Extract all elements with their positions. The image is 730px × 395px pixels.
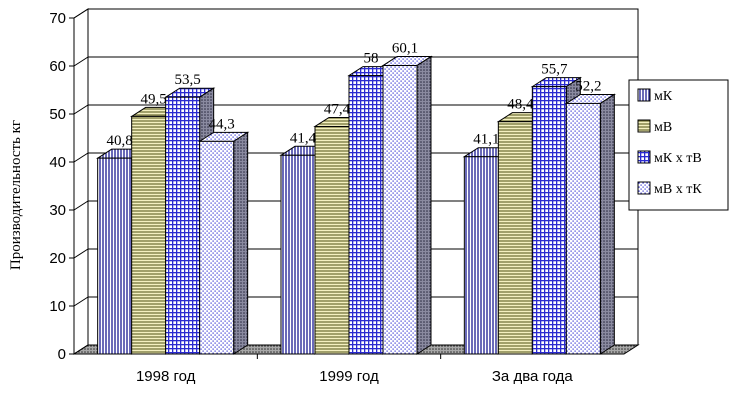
y-axis: 0 10 20 30 40 50 60 70 <box>49 10 75 363</box>
y-axis-title: Производительность кг <box>8 120 24 270</box>
data-label: 41,4 <box>290 130 317 146</box>
gridline-side <box>73 248 89 259</box>
data-label: 47,4 <box>324 101 351 117</box>
gridline-side <box>73 200 89 211</box>
y-tick-label: 70 <box>49 10 66 27</box>
category-label: За два года <box>492 368 574 385</box>
y-tick-label: 40 <box>49 154 66 171</box>
bar-front <box>348 75 384 355</box>
gridline-side <box>73 8 89 19</box>
legend-swatch <box>637 150 651 164</box>
legend-label: мВ <box>654 120 672 135</box>
y-tick-label: 30 <box>49 202 66 219</box>
bars-group <box>95 55 617 355</box>
bar-front <box>531 86 567 355</box>
legend-label: мВ х тК <box>654 182 702 197</box>
data-label: 53,5 <box>175 72 201 88</box>
bar-front <box>565 102 601 355</box>
legend-label: мК <box>654 89 673 104</box>
bar-front <box>382 65 418 355</box>
data-label: 52,2 <box>575 78 601 94</box>
gridline-side <box>73 344 89 355</box>
legend: мК мВ мК х тВ мВ х тК <box>628 79 729 211</box>
data-label: 49,5 <box>141 91 167 107</box>
y-tick-label: 10 <box>49 298 66 315</box>
data-label: 60,1 <box>392 41 418 57</box>
data-label: 40,8 <box>107 133 133 149</box>
data-labels: 40,8 49,5 53,5 44,3 41,4 47,4 58 60,1 41,1 48,4 55… <box>107 41 602 150</box>
bar-front <box>463 156 499 355</box>
data-label: 44,3 <box>209 116 235 132</box>
category-label: 1998 год <box>136 368 196 385</box>
y-tick-label: 50 <box>49 106 66 123</box>
bar-side <box>233 131 249 355</box>
category-label: 1999 год <box>319 368 379 385</box>
legend-swatch <box>637 88 651 102</box>
bar-front <box>165 96 201 355</box>
data-label: 48,4 <box>507 97 534 113</box>
bar <box>381 55 433 355</box>
data-label: 58 <box>364 51 379 67</box>
data-label: 41,1 <box>473 132 499 148</box>
bar-side <box>416 55 432 355</box>
side-wall <box>73 8 89 355</box>
gridline-side <box>73 296 89 307</box>
bar-front <box>131 115 167 355</box>
gridline-side <box>73 56 89 67</box>
bar-front <box>199 140 235 355</box>
bar-front <box>314 125 350 355</box>
y-tick-label: 0 <box>58 346 66 363</box>
data-label: 55,7 <box>541 62 568 78</box>
gridline-side <box>73 104 89 115</box>
bar <box>197 131 250 355</box>
gridline-side <box>73 152 89 163</box>
legend-swatch <box>637 119 651 133</box>
bar-front <box>97 157 133 355</box>
legend-swatch <box>637 181 651 195</box>
bar-front <box>280 154 316 355</box>
legend-label: мК х тВ <box>654 151 702 166</box>
bar-front <box>497 121 533 355</box>
y-tick-label: 60 <box>49 58 66 75</box>
bar <box>564 93 617 355</box>
x-axis: 1998 год 1999 год За два года <box>74 353 624 385</box>
y-tick-label: 20 <box>49 250 66 267</box>
bar-side <box>599 93 615 355</box>
